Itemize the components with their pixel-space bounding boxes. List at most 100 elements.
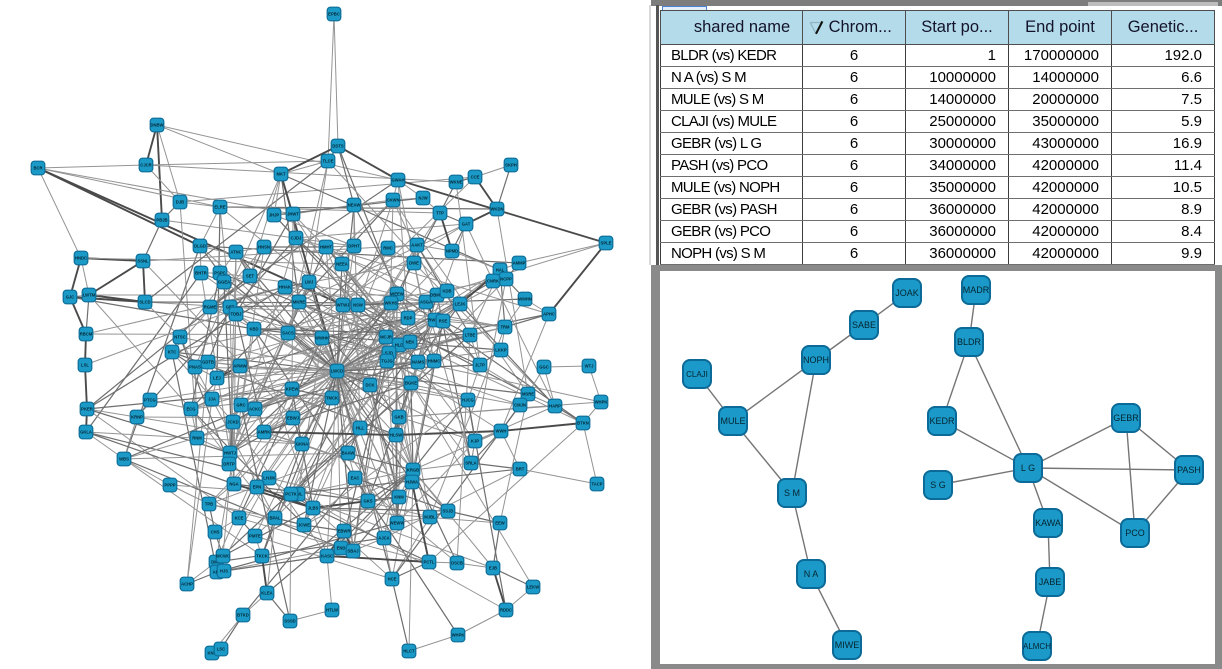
svg-text:BCR: BCR: [33, 166, 42, 171]
svg-text:LWTM: LWTM: [83, 293, 96, 298]
svg-text:RGME: RGME: [204, 305, 217, 310]
svg-text:KASC: KASC: [321, 554, 333, 559]
svg-text:KPEW: KPEW: [286, 387, 299, 392]
svg-text:ATNC: ATNC: [230, 250, 241, 255]
svg-text:HARP: HARP: [549, 404, 561, 409]
svg-text:SPLE: SPLE: [601, 241, 612, 246]
svg-text:CMJN: CMJN: [514, 403, 526, 408]
svg-text:LSC: LSC: [217, 647, 225, 652]
svg-text:PPPP: PPPP: [164, 483, 175, 488]
svg-text:DPHT: DPHT: [348, 244, 360, 249]
svg-text:PCTK: PCTK: [285, 492, 296, 497]
svg-text:JCKD: JCKD: [227, 420, 238, 425]
svg-text:HLL: HLL: [356, 426, 365, 431]
svg-text:SSSD: SSSD: [284, 619, 295, 624]
svg-text:WWHK: WWHK: [315, 336, 329, 341]
svg-text:KLEA: KLEA: [261, 591, 272, 596]
svg-text:LHJM: LHJM: [263, 476, 275, 481]
svg-text:GAT: GAT: [462, 222, 471, 227]
svg-text:SSNL: SSNL: [137, 259, 149, 264]
svg-text:JHJP: JHJP: [269, 213, 280, 218]
svg-text:KRNP: KRNP: [131, 415, 143, 420]
svg-text:HWTJ: HWTJ: [224, 451, 237, 456]
svg-text:NAMS: NAMS: [412, 360, 425, 365]
svg-text:NPMD: NPMD: [446, 249, 458, 254]
svg-text:KCE: KCE: [235, 516, 244, 521]
svg-text:NJW: NJW: [418, 196, 427, 201]
svg-text:TMCK: TMCK: [326, 396, 338, 401]
svg-text:PCTL: PCTL: [424, 560, 435, 565]
svg-text:SJD: SJD: [385, 351, 393, 356]
svg-text:WEWW: WEWW: [390, 521, 405, 526]
svg-text:BTKN: BTKN: [577, 421, 589, 426]
svg-text:RWPM: RWPM: [428, 318, 442, 323]
svg-text:EEW: EEW: [495, 521, 505, 526]
svg-text:N A: N A: [804, 569, 819, 579]
svg-text:GRC: GRC: [236, 403, 245, 408]
svg-text:DLGD: DLGD: [194, 244, 206, 249]
svg-text:SABE: SABE: [852, 320, 876, 330]
svg-text:BPAL: BPAL: [269, 516, 281, 521]
svg-text:TLCE: TLCE: [323, 159, 334, 164]
svg-text:DBMW: DBMW: [430, 293, 444, 298]
svg-text:WTWJ: WTWJ: [337, 303, 350, 308]
svg-text:APHC: APHC: [543, 312, 555, 317]
svg-text:SACS: SACS: [282, 331, 294, 336]
svg-text:AJCA: AJCA: [378, 536, 389, 541]
svg-text:DDTS: DDTS: [332, 144, 344, 149]
svg-text:GGEA: GGEA: [218, 280, 230, 285]
svg-text:HCE: HCE: [388, 577, 397, 582]
svg-text:TACP: TACP: [591, 482, 602, 487]
svg-text:TPB: TPB: [205, 502, 213, 507]
svg-text:WHPK: WHPK: [595, 400, 608, 405]
svg-text:PNAS: PNAS: [189, 365, 201, 370]
svg-text:AMRK: AMRK: [258, 430, 271, 435]
svg-text:LWCD: LWCD: [331, 369, 343, 374]
svg-text:KTC: KTC: [168, 350, 177, 355]
svg-text:NTSC: NTSC: [174, 335, 185, 340]
svg-text:ALMCH: ALMCH: [1023, 642, 1051, 651]
svg-text:WCWC: WCWC: [216, 554, 230, 559]
svg-text:SBAJ: SBAJ: [347, 549, 359, 554]
svg-text:MULE: MULE: [720, 416, 745, 426]
svg-text:END: END: [337, 546, 346, 551]
svg-text:WEEW: WEEW: [390, 292, 404, 297]
svg-text:NSW: NSW: [353, 303, 363, 308]
svg-text:JHWT: JHWT: [287, 212, 299, 217]
svg-text:LKKP: LKKP: [495, 348, 507, 353]
svg-text:DMB: DMB: [211, 560, 221, 565]
svg-text:HJWA: HJWA: [406, 480, 418, 485]
svg-text:ASGA: ASGA: [420, 300, 432, 305]
svg-text:DSCB: DSCB: [451, 561, 463, 566]
svg-text:JOAK: JOAK: [895, 288, 919, 298]
svg-text:GKNA: GKNA: [296, 442, 308, 447]
svg-text:MIWE: MIWE: [835, 640, 860, 650]
svg-text:WKNE: WKNE: [450, 180, 463, 185]
svg-text:KNN: KNN: [207, 651, 216, 656]
svg-text:JLTP: JLTP: [475, 363, 485, 368]
svg-text:SET: SET: [246, 274, 255, 279]
svg-text:HLSW: HLSW: [390, 433, 402, 438]
svg-text:BHTR: BHTR: [195, 271, 207, 276]
svg-text:MKT: MKT: [276, 172, 286, 177]
svg-text:NCPP: NCPP: [500, 277, 512, 282]
svg-text:HJCG: HJCG: [462, 398, 474, 403]
svg-text:HNDC: HNDC: [75, 256, 87, 261]
svg-text:NEEA: NEEA: [336, 262, 348, 267]
svg-text:LTBE: LTBE: [465, 333, 476, 338]
svg-text:ELRE: ELRE: [214, 205, 225, 210]
svg-text:PSPC: PSPC: [214, 271, 225, 276]
svg-text:WHPK: WHPK: [452, 633, 465, 638]
svg-text:KBD: KBD: [249, 327, 258, 332]
svg-text:DWE: DWE: [409, 261, 419, 266]
svg-text:CJCR: CJCR: [140, 163, 151, 168]
svg-text:MJBL: MJBL: [424, 515, 436, 520]
svg-text:RDDC: RDDC: [500, 608, 512, 613]
svg-text:EPN: EPN: [253, 485, 262, 490]
svg-text:HTLW: HTLW: [326, 608, 338, 613]
svg-text:JCWE: JCWE: [298, 523, 310, 528]
svg-text:HAL: HAL: [496, 268, 505, 273]
svg-text:JABE: JABE: [1039, 577, 1062, 587]
svg-text:GKB: GKB: [394, 415, 403, 420]
svg-text:BLDR: BLDR: [957, 337, 982, 347]
